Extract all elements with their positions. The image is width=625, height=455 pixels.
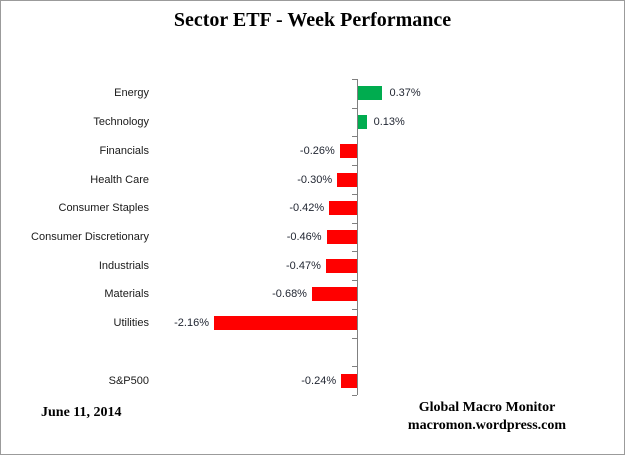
- category-label: Consumer Discretionary: [31, 231, 149, 243]
- value-label: -0.46%: [286, 231, 322, 243]
- axis-tick: [352, 337, 357, 339]
- value-label: -0.42%: [289, 202, 325, 215]
- footer-source: Global Macro Monitor macromon.wordpress.…: [394, 399, 580, 435]
- bar-negative: [214, 316, 357, 331]
- bar-negative: [337, 172, 357, 187]
- category-label: Industrials: [98, 259, 149, 272]
- category-label: S&P500: [108, 374, 149, 387]
- category-label: Consumer Staples: [58, 202, 150, 215]
- value-label: 0.13%: [373, 116, 405, 129]
- bar-positive: [358, 115, 367, 130]
- category-label: Financials: [99, 144, 149, 157]
- source-url: macromon.wordpress.com: [407, 418, 567, 433]
- value-label: -2.16%: [174, 317, 209, 330]
- chart-title: Sector ETF - Week Performance: [173, 9, 452, 31]
- bar-negative: [329, 201, 357, 216]
- bar-negative: [311, 287, 357, 302]
- category-label: Materials: [104, 288, 149, 301]
- value-label: -0.30%: [297, 173, 333, 186]
- axis-tick: [352, 395, 357, 397]
- footer-date: June 11, 2014: [41, 405, 122, 420]
- bar-negative: [326, 230, 357, 244]
- category-label: Utilities: [113, 317, 149, 330]
- axis-tick: [352, 193, 357, 195]
- category-label: Health Care: [90, 173, 149, 186]
- y-axis: [357, 79, 358, 396]
- bar-negative: [339, 143, 357, 158]
- axis-tick: [352, 107, 357, 109]
- value-label: -0.68%: [272, 288, 307, 301]
- category-label: Energy: [114, 87, 149, 100]
- bar-negative: [325, 258, 357, 273]
- value-label: -0.24%: [301, 374, 337, 387]
- axis-tick: [352, 251, 357, 253]
- axis-tick: [352, 308, 357, 310]
- value-label: -0.47%: [286, 259, 321, 272]
- axis-tick: [352, 165, 357, 167]
- bar-positive: [358, 86, 383, 101]
- axis-tick: [352, 366, 357, 368]
- source-name: Global Macro Monitor: [418, 400, 556, 415]
- axis-tick: [352, 280, 357, 282]
- value-label: 0.37%: [389, 87, 421, 100]
- axis-tick: [352, 79, 357, 80]
- axis-tick: [352, 136, 357, 138]
- axis-tick: [352, 222, 357, 224]
- category-label: Technology: [93, 116, 149, 129]
- bar-negative: [341, 373, 357, 388]
- value-label: -0.26%: [299, 144, 335, 157]
